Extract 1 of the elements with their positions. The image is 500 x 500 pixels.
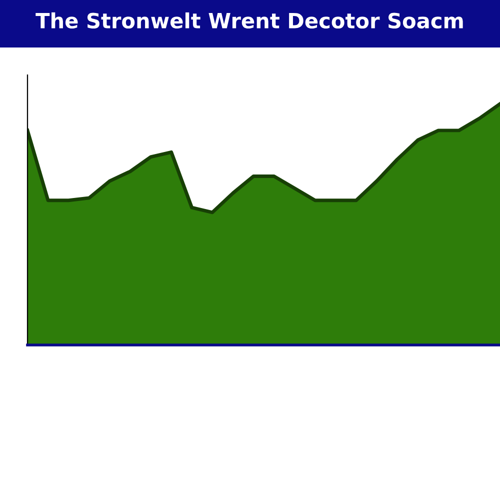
- chart-title: The Stronwelt Wrent Decotor Soacm: [36, 12, 463, 29]
